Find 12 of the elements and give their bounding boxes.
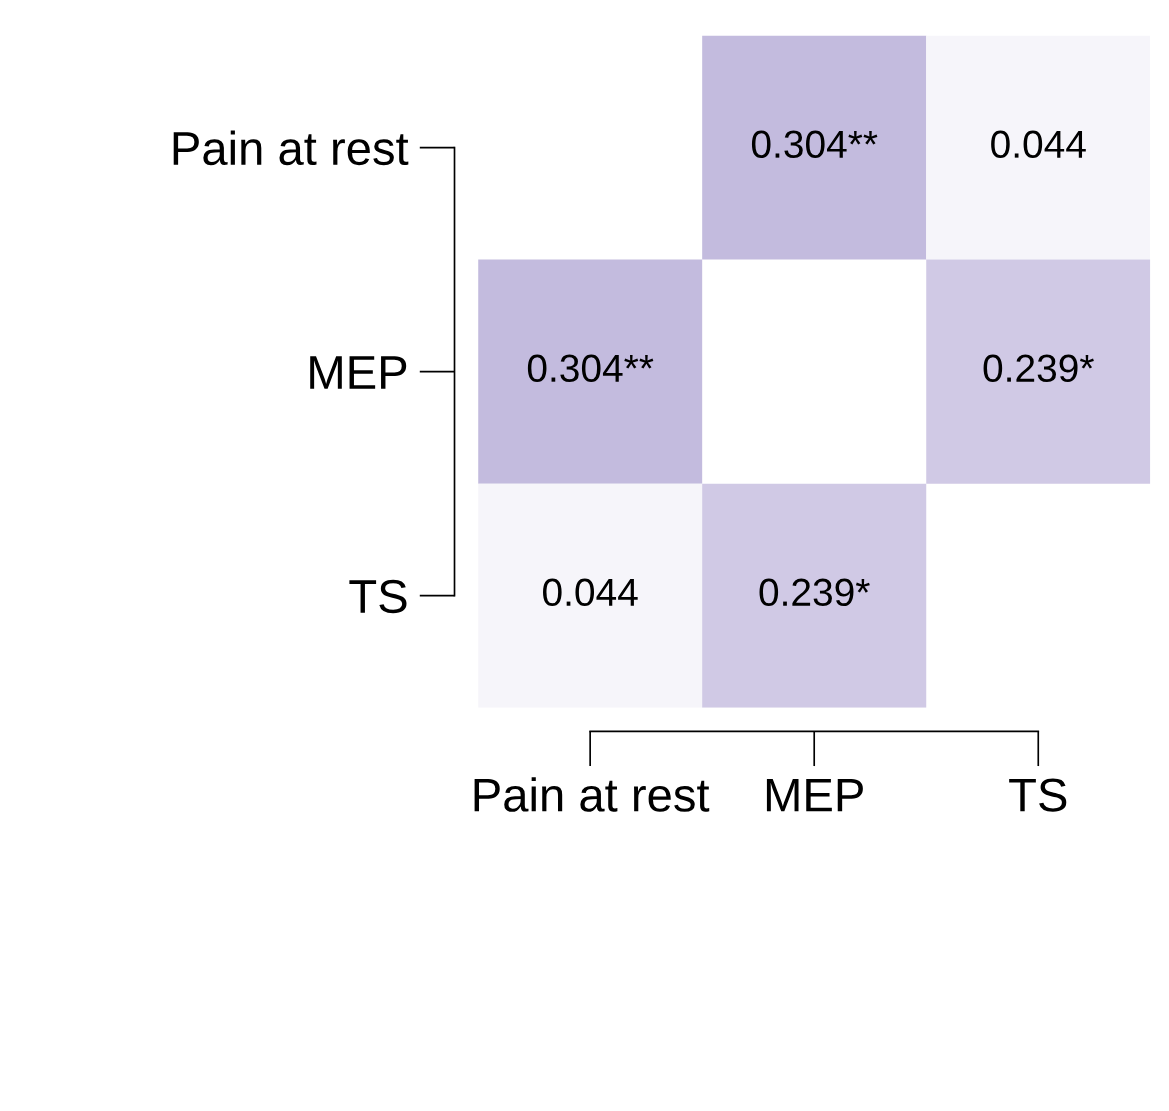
data-label: 0.044 (543, 578, 638, 607)
data-label: 0.304** (751, 130, 878, 159)
y-tick-label: MEP (310, 356, 407, 389)
x-tick-label: Pain at rest (474, 777, 710, 812)
data-label: 0.304** (527, 354, 654, 383)
data-label: 0.044 (991, 130, 1086, 159)
x-tick-label: MEP (766, 778, 863, 812)
y-tick-label: TS (349, 579, 407, 614)
data-label: 0.239* (983, 354, 1094, 383)
x-tick-label: TS (1009, 778, 1067, 812)
y-tick-label: Pain at rest (173, 130, 409, 166)
data-label: 0.239* (759, 578, 870, 607)
